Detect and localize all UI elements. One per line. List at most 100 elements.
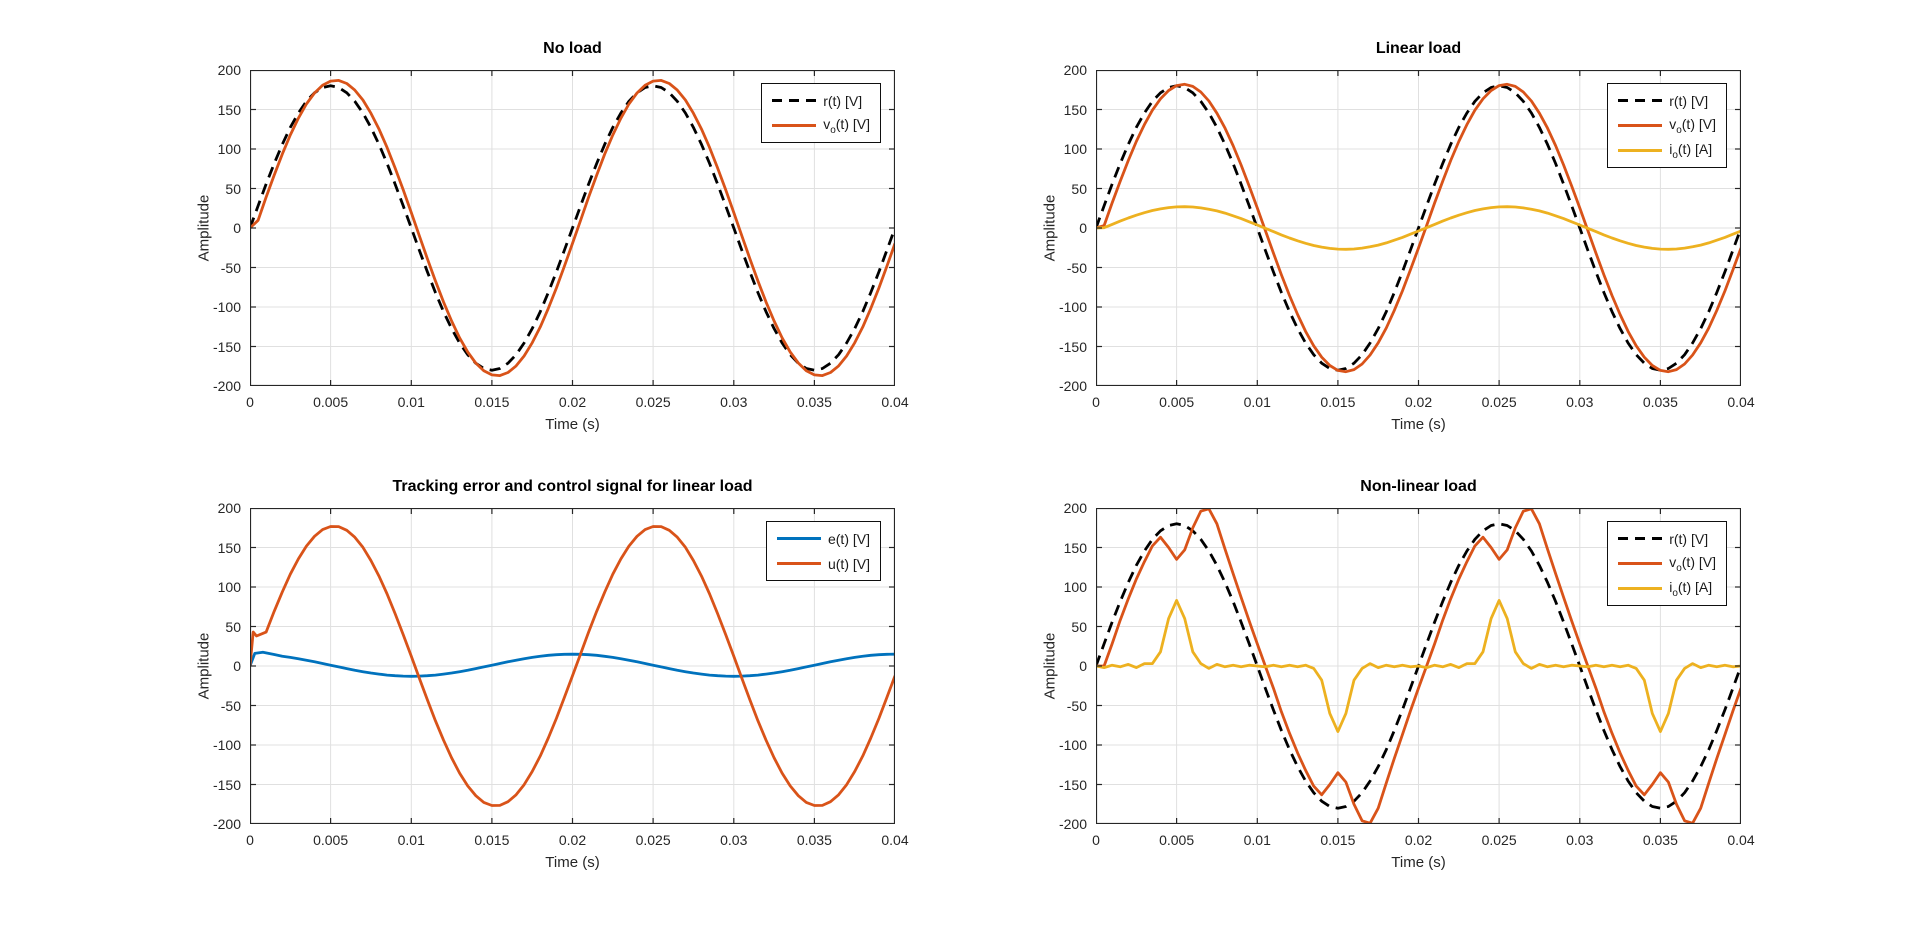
series-line	[1096, 599, 1741, 733]
axes-box	[250, 70, 895, 386]
x-tick-label: 0.01	[1243, 832, 1271, 848]
x-tick-label: 0	[246, 832, 254, 848]
legend-line-sample-dashed	[1618, 537, 1663, 540]
y-tick-label: 50	[225, 180, 241, 197]
x-axis-label: Time (s)	[545, 854, 600, 871]
x-tick-label: 0.01	[397, 832, 425, 848]
x-tick-label: 0	[1092, 394, 1100, 410]
axes-box	[1096, 70, 1741, 386]
y-axis-label: Amplitude	[195, 194, 213, 262]
x-tick-label: 0.015	[474, 832, 510, 848]
y-tick-label: 150	[1063, 101, 1087, 118]
legend-label: e(t) [V]	[827, 530, 870, 547]
x-tick-label: 0.005	[1159, 832, 1195, 848]
y-tick-label: 100	[217, 579, 241, 595]
y-tick-label: 0	[233, 658, 241, 674]
x-tick-label: 0.035	[1642, 832, 1678, 848]
x-tick-label: 0.025	[635, 832, 671, 848]
y-tick-label: -50	[220, 697, 241, 714]
y-tick-label: -150	[1058, 338, 1087, 355]
x-tick-label: 0.03	[720, 394, 748, 410]
x-tick-label: 0.02	[1404, 394, 1433, 410]
x-tick-label: 0.015	[1320, 394, 1356, 410]
legend-line-sample-solid	[1618, 562, 1663, 565]
y-tick-label: 50	[1071, 180, 1087, 197]
legend-line-sample-solid	[772, 124, 817, 127]
y-tick-label: -150	[212, 776, 241, 793]
x-tick-label: 0.03	[720, 832, 748, 848]
y-tick-label: 0	[233, 220, 241, 236]
plot-title: Tracking error and control signal for li…	[392, 478, 753, 495]
axes-box	[1096, 508, 1741, 824]
x-tick-label: 0.03	[1566, 394, 1594, 410]
y-tick-label: -150	[212, 338, 241, 355]
legend: r(t) [V] vo(t) [V] io(t) [A]	[1607, 83, 1727, 168]
x-tick-label: 0.01	[397, 394, 425, 410]
y-tick-label: 0	[1079, 658, 1087, 674]
x-axis-label: Time (s)	[1391, 416, 1446, 433]
legend-entry: io(t) [A]	[1618, 576, 1716, 601]
legend-entry: r(t) [V]	[1618, 526, 1716, 551]
legend-entry: vo(t) [V]	[772, 113, 870, 138]
legend-entry: vo(t) [V]	[1618, 551, 1716, 576]
x-tick-label: 0.025	[635, 394, 671, 410]
y-tick-label: -200	[1058, 378, 1087, 394]
x-tick-label: 0.02	[558, 394, 587, 410]
axes-box	[250, 508, 895, 824]
x-axis-label: Time (s)	[1391, 854, 1446, 871]
y-axis-label: Amplitude	[1041, 632, 1059, 700]
y-tick-label: 100	[217, 141, 241, 157]
x-tick-label: 0.015	[474, 394, 510, 410]
x-tick-label: 0.04	[1727, 394, 1755, 410]
legend-line-sample-dashed	[1618, 99, 1663, 102]
x-axis-label: Time (s)	[545, 416, 600, 433]
series-line	[250, 79, 895, 377]
x-tick-label: 0.015	[1320, 832, 1356, 848]
x-tick-label: 0.02	[1404, 832, 1433, 848]
x-tick-label: 0.02	[558, 832, 587, 848]
x-tick-label: 0.025	[1481, 394, 1517, 410]
y-tick-label: 0	[1079, 220, 1087, 236]
y-axis-label: Amplitude	[195, 632, 213, 700]
series-line	[1096, 84, 1741, 372]
legend-line-sample-solid	[776, 537, 821, 540]
y-tick-label: 200	[217, 62, 241, 78]
y-tick-label: -150	[1058, 776, 1087, 793]
x-tick-label: 0.005	[1159, 394, 1195, 410]
y-tick-label: 100	[1063, 141, 1087, 157]
y-tick-label: 200	[1063, 62, 1087, 78]
series-line	[250, 84, 895, 372]
plot-canvas	[250, 508, 895, 824]
series-line	[250, 650, 895, 678]
series-line	[250, 525, 895, 807]
y-tick-label: -50	[1066, 697, 1087, 714]
legend-label: vo(t) [V]	[1669, 553, 1716, 574]
plot-canvas	[250, 70, 895, 386]
legend: r(t) [V] vo(t) [V] io(t) [A]	[1607, 521, 1727, 606]
legend-label: io(t) [A]	[1669, 578, 1713, 599]
y-tick-label: -50	[220, 259, 241, 276]
x-tick-label: 0.04	[1727, 832, 1755, 848]
y-axis-label: Amplitude	[1041, 194, 1059, 262]
y-tick-label: 200	[1063, 500, 1087, 516]
y-tick-label: -100	[212, 299, 241, 315]
y-tick-label: -200	[212, 816, 241, 832]
legend-entry: r(t) [V]	[1618, 88, 1716, 113]
x-tick-label: 0.035	[796, 832, 832, 848]
y-tick-label: -200	[1058, 816, 1087, 832]
plot-canvas	[1096, 70, 1741, 386]
y-tick-label: -50	[1066, 259, 1087, 276]
legend-line-sample-solid	[1618, 587, 1663, 590]
legend-label: u(t) [V]	[827, 555, 870, 572]
legend-entry: vo(t) [V]	[1618, 113, 1716, 138]
series-line	[1096, 508, 1741, 824]
legend: r(t) [V] vo(t) [V]	[761, 83, 881, 143]
legend-label: io(t) [A]	[1669, 140, 1713, 161]
series-line	[1096, 205, 1741, 251]
legend-entry: r(t) [V]	[772, 88, 870, 113]
legend-entry: e(t) [V]	[776, 526, 870, 551]
